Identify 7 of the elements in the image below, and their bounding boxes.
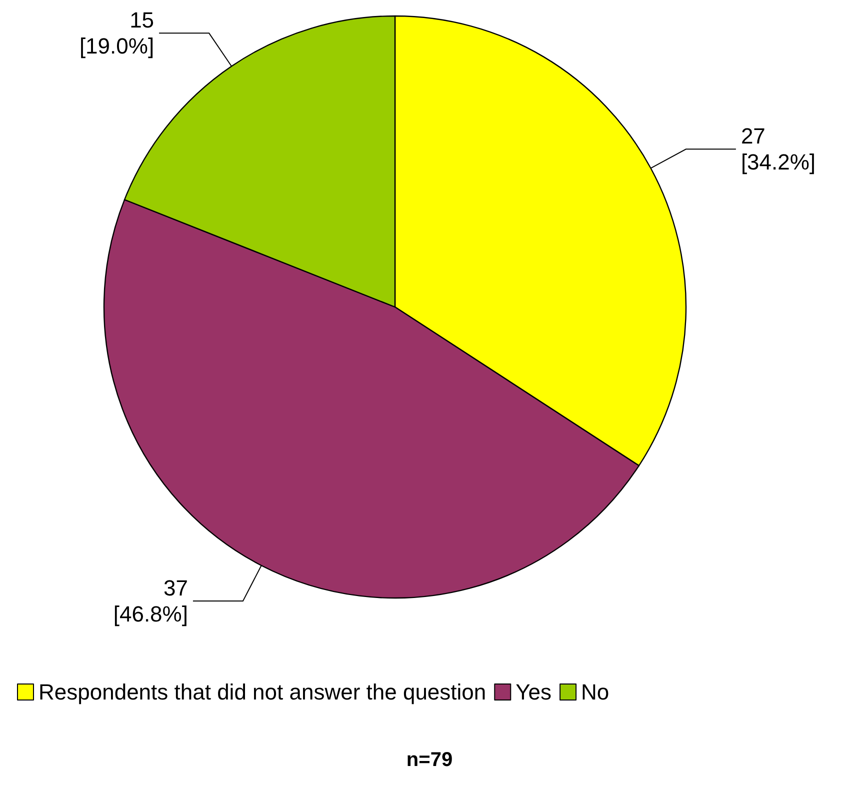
- legend-label: No: [581, 680, 610, 704]
- data-label: 27 [34.2%]: [740, 124, 816, 175]
- legend-label: Respondents that did not answer the question: [38, 680, 486, 704]
- data-label: 15 [19.0%]: [79, 8, 154, 59]
- data-label: 37 [46.8%]: [113, 576, 188, 627]
- legend-label: Yes: [516, 680, 552, 704]
- text: n=79: [406, 749, 453, 771]
